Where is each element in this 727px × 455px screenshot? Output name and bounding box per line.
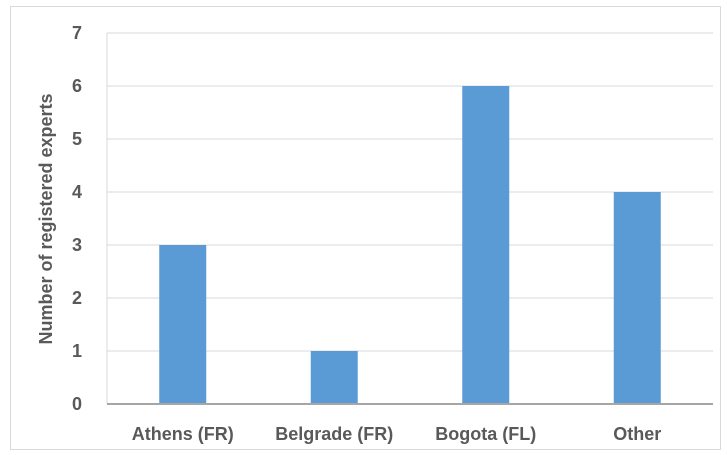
x-tick-label: Bogota (FL) [435, 424, 536, 444]
bar [310, 351, 358, 404]
x-tick-labels: Athens (FR) Belgrade (FR) Bogota (FL) Other [132, 424, 662, 444]
y-tick-label: 6 [72, 76, 82, 96]
y-tick-label: 7 [72, 23, 82, 43]
bar [159, 245, 207, 404]
bar [462, 86, 510, 404]
chart-container [10, 6, 721, 450]
y-tick-label: 3 [72, 235, 82, 255]
y-tick-labels: 0 1 2 3 4 5 6 7 [72, 23, 82, 414]
y-tick-label: 0 [72, 394, 82, 414]
y-axis-label: Number of registered experts [36, 93, 56, 344]
y-tick-label: 4 [72, 182, 82, 202]
bars [159, 86, 661, 404]
gridlines [107, 32, 713, 352]
x-tick-label: Athens (FR) [132, 424, 234, 444]
y-tick-label: 1 [72, 341, 82, 361]
x-tick-label: Other [613, 424, 661, 444]
y-tick-label: 2 [72, 288, 82, 308]
x-tick-label: Belgrade (FR) [275, 424, 393, 444]
y-tick-label: 5 [72, 129, 82, 149]
axes [106, 33, 713, 405]
bar [613, 192, 661, 404]
